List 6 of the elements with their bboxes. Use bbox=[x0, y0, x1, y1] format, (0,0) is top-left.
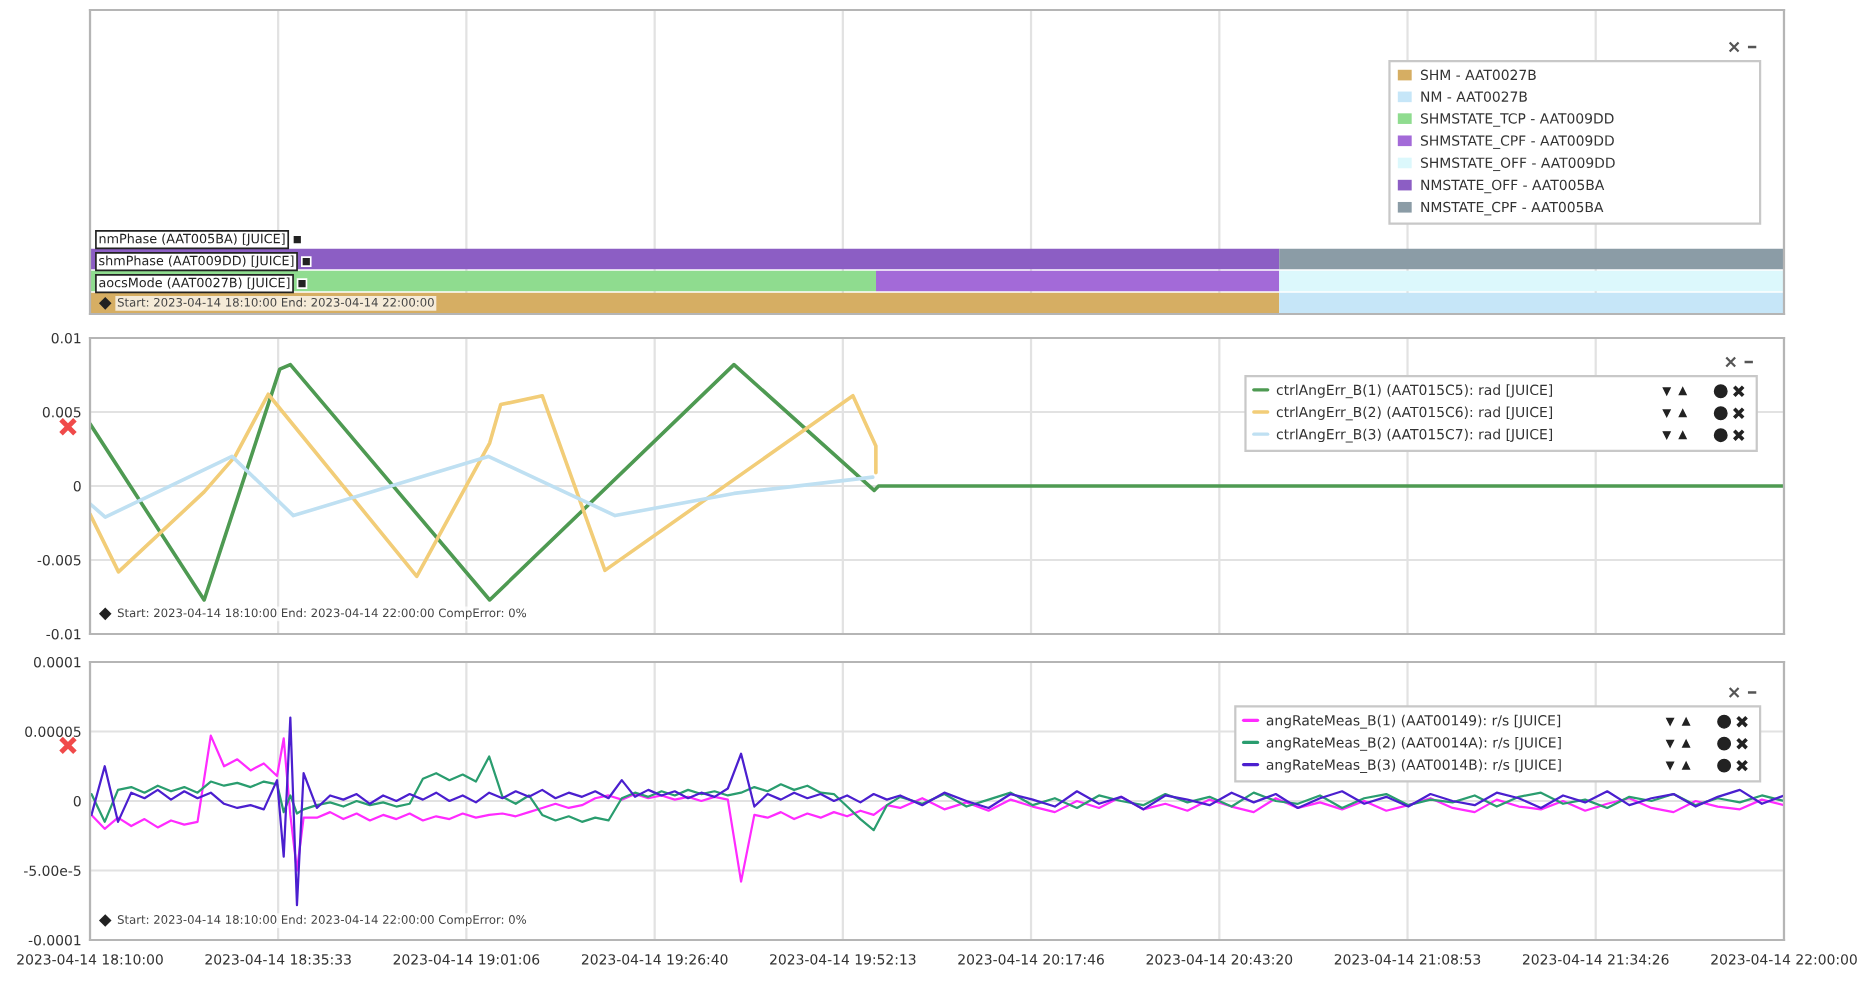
line-series bbox=[90, 716, 1784, 907]
line-series bbox=[90, 755, 1784, 832]
line-series bbox=[90, 454, 875, 519]
line-series bbox=[90, 392, 878, 579]
line-series bbox=[90, 734, 1784, 883]
line-series bbox=[90, 362, 1784, 602]
